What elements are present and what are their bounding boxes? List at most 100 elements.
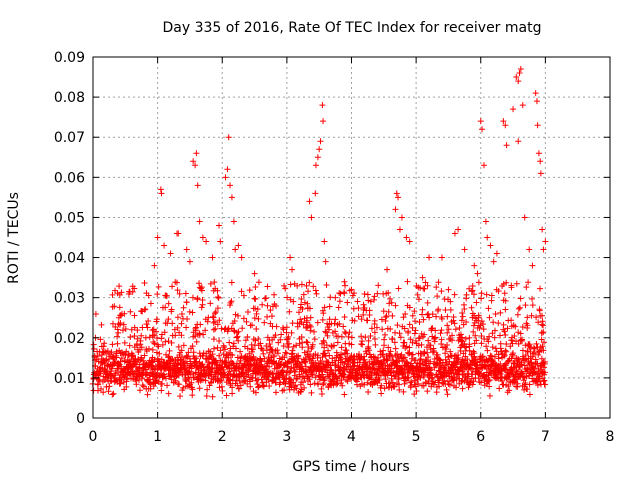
mid-point <box>424 282 431 289</box>
band-point <box>443 346 450 353</box>
mid-point <box>134 327 141 334</box>
mid-point <box>524 314 531 321</box>
mid-point <box>121 339 128 346</box>
band-point <box>396 386 403 393</box>
mid-point <box>529 295 536 302</box>
band-point <box>463 344 470 351</box>
band-point <box>474 362 481 369</box>
band-point <box>301 375 308 382</box>
band-point <box>371 366 378 373</box>
mid-point <box>540 322 547 329</box>
x-tick-label: 3 <box>282 429 291 445</box>
data-point <box>532 90 539 97</box>
band-point <box>464 356 471 363</box>
mid-point <box>165 300 172 307</box>
band-point <box>417 355 424 362</box>
band-point <box>260 383 267 390</box>
mid-point <box>351 317 358 324</box>
mid-point <box>451 291 458 298</box>
mid-point <box>109 341 116 348</box>
band-point <box>175 343 182 350</box>
data-point <box>537 170 544 177</box>
band-point <box>531 349 538 356</box>
band-point <box>117 380 124 387</box>
mid-point <box>199 296 206 303</box>
band-point <box>446 381 453 388</box>
data-point <box>175 230 182 237</box>
band-point <box>252 389 259 396</box>
band-point <box>442 350 449 357</box>
band-point <box>212 358 219 365</box>
data-point <box>203 238 210 245</box>
mid-point <box>313 290 320 297</box>
band-point <box>432 334 439 341</box>
data-point <box>196 218 203 225</box>
band-point <box>183 352 190 359</box>
band-point <box>413 387 420 394</box>
mid-point <box>485 305 492 312</box>
band-point <box>95 380 102 387</box>
data-point <box>451 230 458 237</box>
mid-point <box>412 337 419 344</box>
mid-point <box>459 313 466 320</box>
band-point <box>104 347 111 354</box>
data-point <box>264 302 271 309</box>
mid-point <box>142 306 149 313</box>
mid-point <box>305 288 312 295</box>
band-point <box>368 372 375 379</box>
ticks-layer: 0 0.01 0.02 0.03 0.04 0.05 0.06 0.07 0.08 0.09 0 1 2… <box>54 50 615 445</box>
band-point <box>249 348 256 355</box>
mid-point <box>478 295 485 302</box>
mid-point <box>395 285 402 292</box>
mid-point <box>212 309 219 316</box>
mid-point <box>279 324 286 331</box>
data-point <box>487 242 494 249</box>
band-point <box>274 347 281 354</box>
band-point <box>366 364 373 371</box>
band-point <box>338 351 345 358</box>
band-point <box>458 378 465 385</box>
mid-point <box>254 306 261 313</box>
band-point <box>324 324 331 331</box>
band-point <box>355 313 362 320</box>
band-point <box>378 316 385 323</box>
band-point <box>176 381 183 388</box>
band-point <box>459 356 466 363</box>
y-tick-label: 0.09 <box>54 50 85 66</box>
band-point <box>168 366 175 373</box>
mid-point <box>415 284 422 291</box>
mid-point <box>280 326 287 333</box>
band-point <box>366 347 373 354</box>
mid-point <box>335 304 342 311</box>
band-point <box>275 350 282 357</box>
mid-point <box>363 317 370 324</box>
band-point <box>116 380 123 387</box>
band-point <box>416 318 423 325</box>
data-point <box>217 238 224 245</box>
mid-point <box>515 305 522 312</box>
band-point <box>292 368 299 375</box>
mid-point <box>116 283 123 290</box>
band-point <box>156 350 163 357</box>
band-point <box>379 351 386 358</box>
band-point <box>443 386 450 393</box>
band-point <box>408 360 415 367</box>
band-point <box>159 341 166 348</box>
band-point <box>423 357 430 364</box>
band-point <box>489 357 496 364</box>
band-point <box>283 350 290 357</box>
band-point <box>103 357 110 364</box>
band-point <box>486 333 493 340</box>
mid-point <box>284 335 291 342</box>
mid-point <box>451 320 458 327</box>
band-point <box>330 342 337 349</box>
mid-point <box>402 310 409 317</box>
mid-point <box>508 282 515 289</box>
band-point <box>90 345 97 352</box>
data-point <box>141 306 148 313</box>
band-point <box>189 343 196 350</box>
band-point <box>214 344 221 351</box>
mid-point <box>214 287 221 294</box>
band-point <box>436 356 443 363</box>
